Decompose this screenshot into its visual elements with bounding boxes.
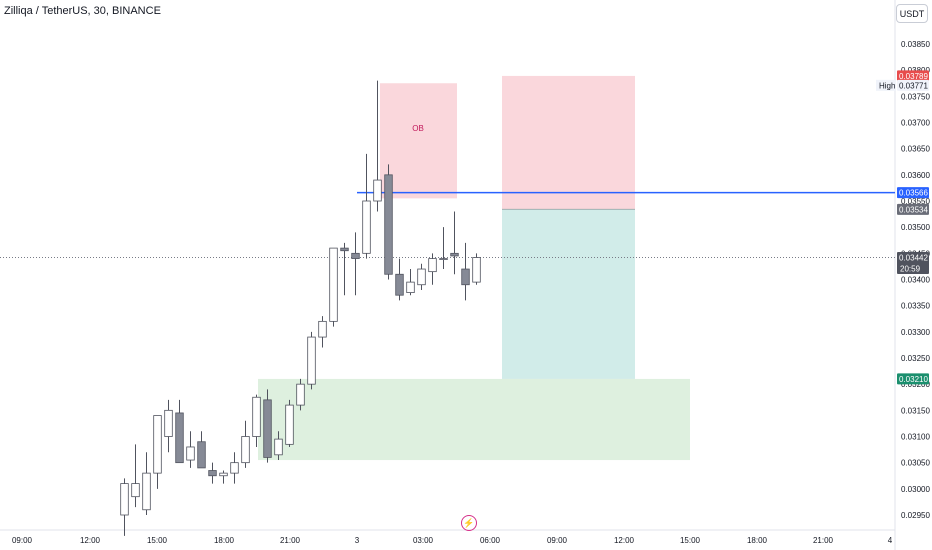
price-tick-label: 0.03750 bbox=[901, 92, 930, 101]
candle[interactable] bbox=[318, 320, 327, 338]
price-badge-label: High bbox=[879, 81, 895, 90]
candle[interactable] bbox=[406, 281, 415, 293]
badge-label-bg bbox=[876, 79, 896, 91]
price-tick-label: 0.03700 bbox=[901, 119, 930, 128]
price-badge-value: 0.03442 bbox=[899, 254, 928, 263]
candle[interactable] bbox=[362, 200, 371, 254]
time-tick-label: 3 bbox=[355, 536, 360, 545]
price-badge bbox=[897, 79, 929, 91]
price-badge bbox=[897, 252, 929, 275]
candle[interactable] bbox=[252, 396, 261, 437]
price-tick-label: 0.03250 bbox=[901, 354, 930, 363]
candle[interactable] bbox=[395, 273, 404, 296]
time-tick-label: 18:00 bbox=[214, 536, 235, 545]
candle[interactable] bbox=[197, 441, 206, 469]
candle[interactable] bbox=[230, 462, 239, 474]
candle[interactable] bbox=[164, 409, 173, 437]
price-tick-label: 0.03350 bbox=[901, 302, 930, 311]
price-badge bbox=[897, 203, 929, 215]
candle[interactable] bbox=[120, 483, 129, 516]
time-tick-label: 09:00 bbox=[547, 536, 568, 545]
candle[interactable] bbox=[417, 268, 426, 286]
candle[interactable] bbox=[153, 415, 162, 474]
time-tick-label: 06:00 bbox=[480, 536, 501, 545]
time-tick-label: 15:00 bbox=[680, 536, 701, 545]
price-tick-label: 0.03100 bbox=[901, 433, 930, 442]
candle[interactable] bbox=[461, 268, 470, 286]
target-zone bbox=[502, 209, 635, 379]
time-tick-label: 12:00 bbox=[614, 536, 635, 545]
price-tick-label: 0.03850 bbox=[901, 40, 930, 49]
price-badge-value: 0.03210 bbox=[899, 375, 928, 384]
candle[interactable] bbox=[263, 399, 272, 458]
price-badge bbox=[897, 187, 929, 199]
candle[interactable] bbox=[384, 174, 393, 275]
price-badge-value: 0.03771 bbox=[899, 81, 928, 90]
candle[interactable] bbox=[208, 470, 217, 477]
candle[interactable] bbox=[439, 258, 448, 260]
candle[interactable] bbox=[450, 252, 459, 257]
time-tick-label: 12:00 bbox=[80, 536, 101, 545]
price-tick-label: 0.03000 bbox=[901, 485, 930, 494]
price-tick-label: 0.03500 bbox=[901, 223, 930, 232]
time-tick-label: 21:00 bbox=[813, 536, 834, 545]
order-block-label: OB bbox=[412, 124, 424, 133]
price-badge bbox=[897, 70, 929, 82]
currency-selector[interactable]: USDT bbox=[896, 4, 928, 23]
price-tick-label: 0.03600 bbox=[901, 171, 930, 180]
time-tick-label: 18:00 bbox=[747, 536, 768, 545]
candle[interactable] bbox=[351, 252, 360, 259]
price-tick-label: 0.03650 bbox=[901, 145, 930, 154]
candle[interactable] bbox=[219, 472, 228, 477]
price-tick-label: 0.03150 bbox=[901, 406, 930, 415]
candle[interactable] bbox=[373, 179, 382, 202]
candle[interactable] bbox=[329, 247, 338, 322]
price-badge-value: 0.03534 bbox=[899, 205, 928, 214]
time-tick-label: 03:00 bbox=[413, 536, 434, 545]
price-badge-value: 0.03566 bbox=[899, 189, 928, 198]
candle[interactable] bbox=[186, 446, 195, 461]
demand-zone bbox=[258, 378, 690, 461]
candle[interactable] bbox=[175, 412, 184, 464]
lightning-icon[interactable]: ⚡ bbox=[461, 515, 477, 531]
candle[interactable] bbox=[131, 483, 140, 498]
order-block-zone bbox=[380, 83, 457, 199]
chart-title: Zilliqa / TetherUS, 30, BINANCE bbox=[4, 5, 161, 17]
candle[interactable] bbox=[428, 258, 437, 273]
candle[interactable] bbox=[296, 383, 305, 406]
price-badge-countdown: 20:59 bbox=[900, 265, 921, 274]
price-tick-label: 0.02950 bbox=[901, 511, 930, 520]
price-tick-label: 0.03050 bbox=[901, 459, 930, 468]
candle[interactable] bbox=[472, 257, 481, 283]
price-badge-value: 0.03789 bbox=[899, 72, 928, 81]
price-badge bbox=[897, 373, 929, 385]
candle[interactable] bbox=[142, 472, 151, 511]
time-tick-label: 4 bbox=[888, 536, 893, 545]
price-tick-label: 0.03200 bbox=[901, 380, 930, 389]
price-tick-label: 0.03550 bbox=[901, 197, 930, 206]
supply-zone bbox=[502, 75, 635, 210]
candle[interactable] bbox=[285, 404, 294, 445]
candle[interactable] bbox=[340, 247, 349, 252]
price-tick-label: 0.03300 bbox=[901, 328, 930, 337]
candle[interactable] bbox=[307, 336, 316, 385]
time-tick-label: 21:00 bbox=[280, 536, 301, 545]
candle[interactable] bbox=[274, 438, 283, 456]
candle[interactable] bbox=[241, 436, 250, 464]
price-tick-label: 0.03400 bbox=[901, 276, 930, 285]
time-tick-label: 15:00 bbox=[147, 536, 168, 545]
time-tick-label: 09:00 bbox=[12, 536, 33, 545]
